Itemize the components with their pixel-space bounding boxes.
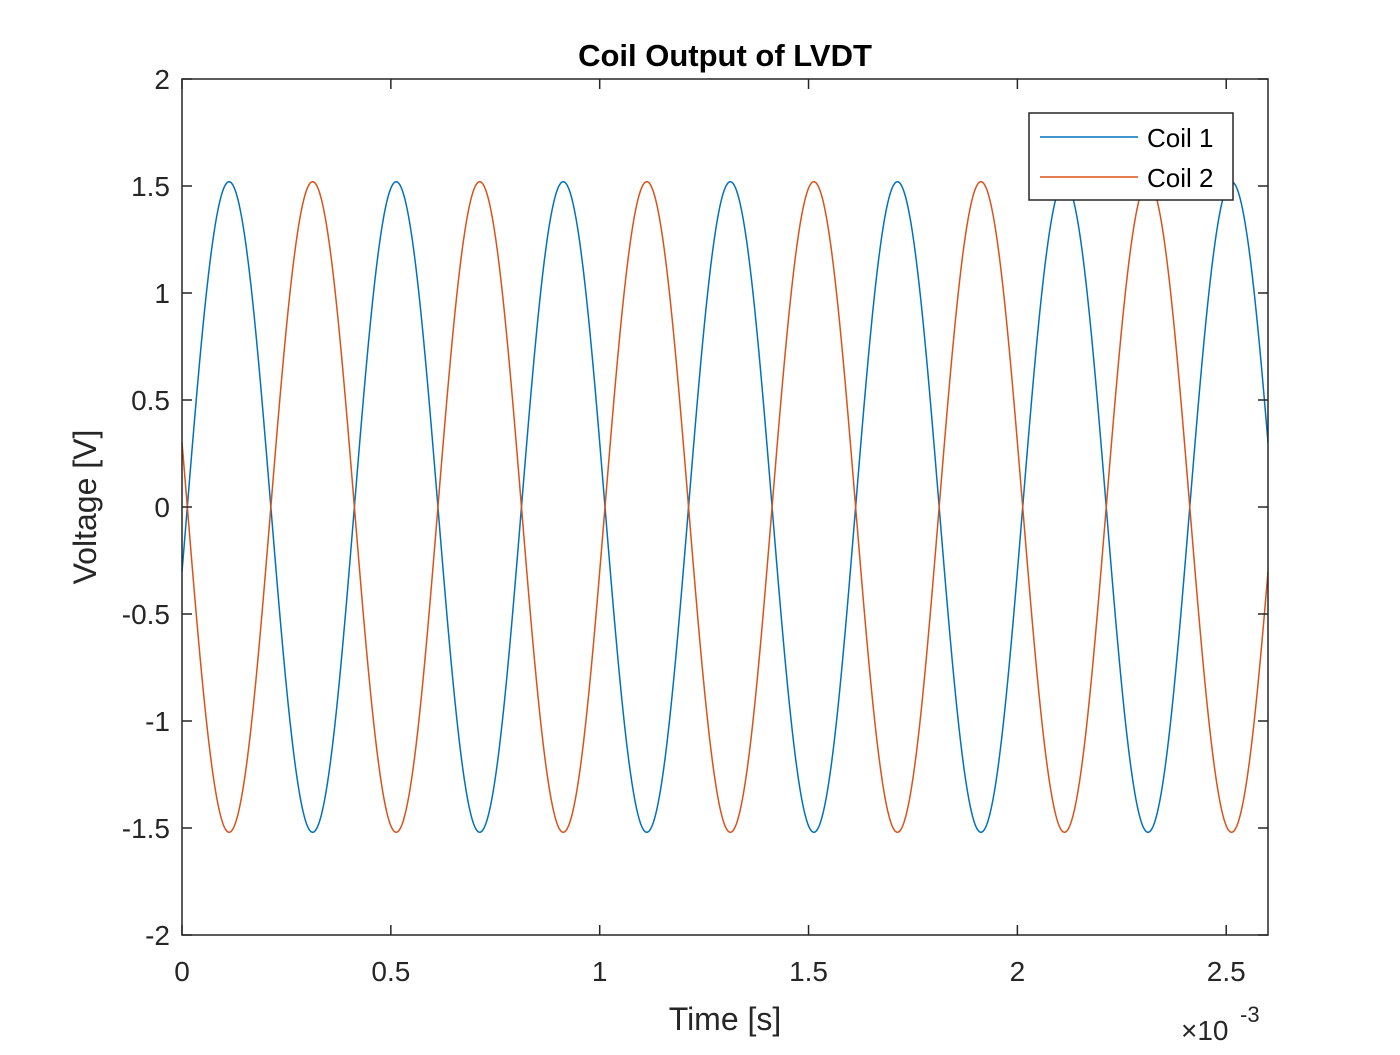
x-tick-label: 1 bbox=[592, 956, 608, 987]
series-line-coil-1 bbox=[181, 180, 1269, 834]
legend: Coil 1 Coil 2 bbox=[1028, 112, 1234, 201]
y-tick-label: -2 bbox=[145, 920, 170, 951]
y-tick-label: -0.5 bbox=[122, 599, 170, 630]
y-tick-label: 0.5 bbox=[131, 385, 170, 416]
x-tick-label: 1.5 bbox=[789, 956, 828, 987]
legend-label-coil-2: Coil 2 bbox=[1147, 163, 1213, 193]
chart-title: Coil Output of LVDT bbox=[578, 38, 872, 73]
y-tick-label: 2 bbox=[154, 64, 170, 95]
legend-label-coil-1: Coil 1 bbox=[1147, 123, 1213, 153]
y-tick-label: 1 bbox=[154, 278, 170, 309]
x-tick-label: 2 bbox=[1010, 956, 1026, 987]
x-multiplier-exponent: -3 bbox=[1240, 1002, 1260, 1027]
y-tick-label: -1.5 bbox=[122, 813, 170, 844]
legend-box bbox=[1028, 112, 1234, 201]
x-axis-multiplier: ×10 -3 bbox=[1181, 1002, 1260, 1046]
y-axis-label: Voltage [V] bbox=[67, 430, 103, 585]
series-line-coil-2 bbox=[181, 180, 1269, 834]
x-tick-label: 0 bbox=[174, 956, 190, 987]
tick-layer: 0 0.5 1 1.5 2 2.5 -2 -1.5 -1 -0.5 0 0.5 1 1.5 2 bbox=[122, 64, 1268, 987]
x-tick-label: 0.5 bbox=[371, 956, 410, 987]
x-axis-label: Time [s] bbox=[669, 1001, 782, 1037]
x-tick-label: 2.5 bbox=[1207, 956, 1246, 987]
y-tick-label: -1 bbox=[145, 706, 170, 737]
x-multiplier-base: ×10 bbox=[1181, 1015, 1229, 1046]
series-layer bbox=[181, 180, 1269, 834]
y-tick-label: 1.5 bbox=[131, 171, 170, 202]
plot-area-background bbox=[182, 79, 1268, 935]
y-tick-label: 0 bbox=[154, 492, 170, 523]
